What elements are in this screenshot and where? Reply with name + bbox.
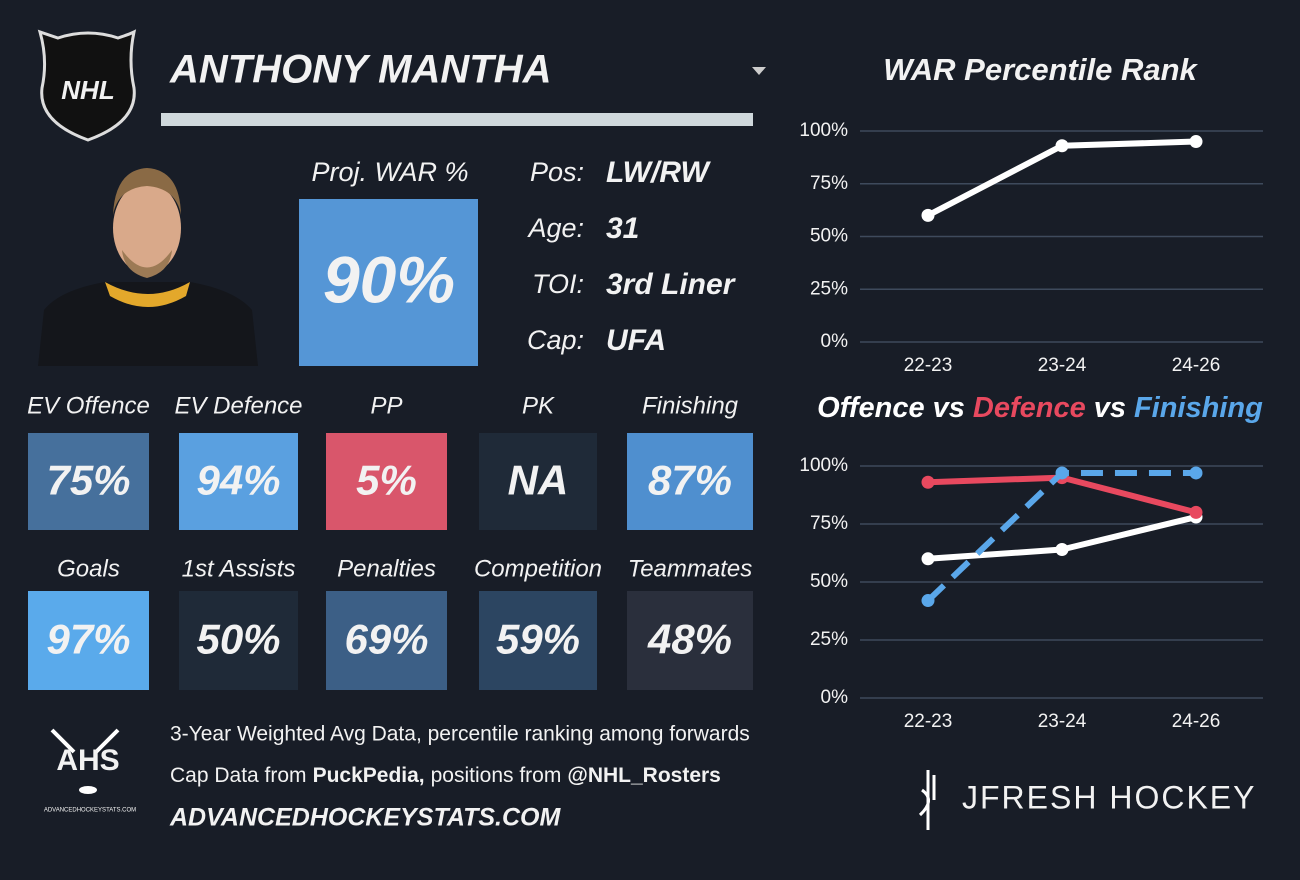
tile-value: 94% (196, 457, 280, 504)
tile-label: PK (522, 392, 555, 419)
brand-text: JFRESH HOCKEY (962, 779, 1256, 815)
tile-value: 48% (647, 616, 732, 663)
tile-box (479, 433, 597, 530)
ahs-logo-text: AHS (56, 744, 119, 777)
footer-line-2-part: positions from (431, 764, 562, 787)
nhl-logo: NHL (37, 29, 137, 142)
y-tick-label: 50% (810, 226, 848, 247)
tile-label: 1st Assists (182, 555, 296, 582)
tile-box (326, 433, 447, 530)
info-label: Age: (526, 213, 584, 243)
tile-value: 97% (46, 616, 130, 663)
tile-value: 59% (496, 616, 580, 663)
tile-box (627, 433, 753, 530)
y-tick-label: 0% (821, 687, 849, 708)
point (1055, 543, 1069, 557)
y-tick-label: 100% (799, 120, 848, 141)
x-tick-label: 23-24 (1038, 711, 1087, 732)
point (1189, 505, 1203, 519)
y-tick-label: 75% (810, 513, 848, 534)
point (921, 208, 935, 222)
tile-label: PP (370, 392, 402, 419)
tile-label: Teammates (628, 555, 753, 582)
tile-value: 87% (648, 457, 732, 504)
info-value: LW/RW (606, 156, 711, 189)
tile-value: NA (508, 457, 569, 504)
point (1189, 466, 1203, 480)
point (1055, 466, 1069, 480)
tile-label: Goals (57, 555, 120, 582)
tile-box (28, 433, 149, 530)
info-label: Pos: (530, 157, 584, 187)
footer-line-2: Cap Data from PuckPedia, positions from @NH… (170, 764, 721, 787)
info-value: 3rd Liner (606, 268, 737, 301)
info-list: Pos: LW/RW Age: 31 TOI: 3rd Liner Cap: UFA (526, 156, 736, 357)
x-tick-label: 24-26 (1172, 711, 1221, 732)
ahs-logo-caption: ADVANCEDHOCKEYSTATS.COM (44, 808, 136, 814)
point (921, 475, 935, 489)
x-tick-label: 23-24 (1038, 355, 1087, 376)
chart-title-part: vs (933, 392, 965, 424)
footer-line-2-part: @NHL_Rosters (567, 764, 721, 787)
tile-label: Penalties (337, 555, 436, 582)
y-tick-label: 25% (810, 278, 848, 299)
war-chart: 0% 25% 50% 75% 100% 22-23 23-24 24-26 WAR Percen… (799, 52, 1263, 376)
name-underline (161, 113, 753, 126)
tile-label: Competition (474, 555, 602, 582)
tile-label: EV Defence (174, 392, 302, 419)
info-value: UFA (606, 324, 666, 357)
projection-label: Proj. WAR % (311, 157, 468, 187)
projection-box (299, 199, 478, 366)
projection-value: 90% (323, 242, 455, 316)
nhl-logo-text: NHL (61, 75, 114, 105)
point (921, 552, 935, 566)
player-photo (38, 168, 258, 366)
footer-line-1: 3-Year Weighted Avg Data, percentile ran… (170, 723, 750, 746)
point (1055, 139, 1069, 153)
chart-title: WAR Percentile Rank (883, 52, 1198, 87)
chart-title-part: Finishing (1134, 392, 1263, 424)
point (921, 594, 935, 608)
dropdown-arrow[interactable] (752, 67, 766, 75)
y-tick-label: 75% (810, 173, 848, 194)
info-value: 31 (606, 212, 639, 245)
tile-value: 50% (196, 616, 280, 663)
y-tick-label: 25% (810, 629, 848, 650)
tile-value: 69% (344, 616, 428, 663)
components-chart: 0% 25% 50% 75% 100% 22-23 23-24 24-26 Offence vs D… (799, 392, 1263, 732)
tiles: EV Offence 75% EV Defence 94% PP 5% PK NA Finish… (27, 392, 753, 690)
tile-box (28, 591, 149, 690)
info-label: TOI: (532, 269, 584, 299)
player-name: ANTHONY MANTHA (169, 48, 551, 92)
y-tick-label: 0% (821, 331, 849, 352)
tile-box (179, 433, 298, 530)
info-label: Cap: (527, 325, 584, 355)
x-tick-label: 22-23 (904, 355, 953, 376)
jfresh-logo: JFRESH HOCKEY (918, 770, 1256, 830)
footer-line-2-part: Cap Data from (170, 764, 307, 787)
footer-line-3: ADVANCEDHOCKEYSTATS.COM (169, 804, 561, 832)
chart-title: Offence vs Defence vs Finishing (817, 392, 1263, 424)
tile-box (479, 591, 597, 690)
chart-title-part: Defence (973, 392, 1086, 424)
chart-title-part: Offence (817, 392, 924, 424)
point (1189, 135, 1203, 149)
x-tick-label: 24-26 (1172, 355, 1221, 376)
tile-label: Finishing (642, 392, 739, 419)
tile-box (627, 591, 753, 690)
x-tick-label: 22-23 (904, 711, 953, 732)
ahs-logo: AHS ADVANCEDHOCKEYSTATS.COM (44, 728, 136, 814)
footer-line-2-part: PuckPedia, (313, 764, 425, 787)
y-tick-label: 100% (799, 455, 848, 476)
tile-value: 75% (46, 457, 130, 504)
y-tick-label: 50% (810, 571, 848, 592)
tile-label: EV Offence (27, 392, 150, 419)
tile-value: 5% (356, 457, 417, 504)
tile-box (326, 591, 447, 690)
chart-title-part: vs (1094, 392, 1126, 424)
tile-box (179, 591, 298, 690)
